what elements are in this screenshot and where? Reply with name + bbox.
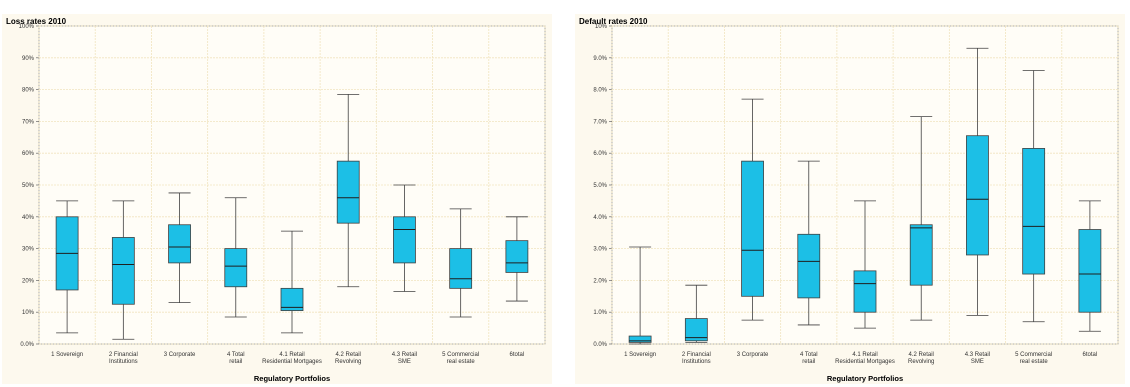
x-category-label: 3 Corporate (737, 352, 769, 358)
box-1 (55, 200, 79, 334)
iqr-box (909, 224, 933, 286)
iqr-box (853, 270, 877, 313)
box-8 (449, 208, 473, 318)
x-category-label: 6total (1083, 352, 1098, 358)
y-tick-label: 10% (22, 310, 35, 316)
x-category-label: 5 Commercial (442, 352, 479, 358)
x-category-label: Residential Mortgages (262, 359, 322, 365)
default-rates-chart: 0.0% 1.0% 2.0% 3.0% 4.0% 5.0% 6.0% 7.0% 8.0% 9.0%… (593, 24, 1119, 383)
y-tick-label: 6.0% (593, 151, 607, 157)
iqr-box (280, 287, 304, 312)
x-category-label: Institutions (682, 359, 711, 365)
x-category-label: 4.1 Retail (279, 352, 304, 358)
iqr-box (393, 216, 416, 264)
x-category-label: 6total (510, 352, 525, 358)
iqr-box (505, 240, 529, 273)
chart-title: Loss rates 2010 (6, 17, 67, 26)
box-7 (393, 184, 416, 292)
loss-rates-panel: Loss rates 2010 0.0% 10% 20% 30% 40% 50% 60% 70… (2, 14, 552, 384)
x-category-label: 4.3 Retail (965, 352, 990, 358)
x-axis-title: Regulatory Portfolios (254, 374, 330, 383)
iqr-box (111, 237, 135, 305)
x-category-label: 3 Corporate (164, 352, 196, 358)
x-category-label: SME (398, 359, 411, 365)
box-8 (1022, 70, 1046, 323)
y-tick-label: 7.0% (593, 119, 607, 125)
x-category-label: Revolving (335, 359, 361, 365)
iqr-box (336, 160, 360, 224)
y-tick-label: 1.0% (593, 310, 607, 316)
y-tick-label: 70% (22, 119, 35, 125)
y-tick-label: 50% (22, 183, 35, 189)
y-tick-label: 60% (22, 151, 35, 157)
x-category-label: retail (802, 359, 815, 365)
iqr-box (168, 224, 191, 264)
y-tick-label: 9.0% (593, 56, 607, 62)
box-9 (1078, 200, 1102, 332)
box-5 (853, 200, 877, 329)
y-tick-label: 90% (22, 56, 35, 62)
box-7 (966, 47, 989, 316)
loss-rates-chart: 0.0% 10% 20% 30% 40% 50% 60% 70% 80% 90% 100% 1 Sov… (19, 24, 546, 383)
box-3 (741, 98, 764, 321)
y-tick-label: 30% (22, 247, 35, 253)
iqr-box (1022, 148, 1046, 275)
box-6 (909, 116, 933, 321)
x-axis-title: Regulatory Portfolios (827, 374, 903, 383)
x-category-label: 1 Sovereign (624, 352, 656, 358)
x-category-label: retail (229, 359, 242, 365)
x-category-label: 4.2 Retail (336, 352, 361, 358)
iqr-box (966, 135, 989, 256)
box-4 (224, 197, 248, 318)
iqr-box (1078, 229, 1102, 313)
box-1 (628, 246, 652, 345)
box-6 (336, 93, 360, 288)
x-category-label: Institutions (109, 359, 138, 365)
x-category-label: 4.1 Retail (852, 352, 877, 358)
iqr-box (684, 318, 708, 342)
y-tick-label: 3.0% (593, 247, 607, 253)
y-tick-label: 100% (19, 24, 35, 30)
box-2 (111, 200, 135, 340)
y-tick-label: 20% (22, 278, 35, 284)
x-category-label: real estate (1020, 359, 1049, 365)
x-category-label: 4 Total (227, 352, 245, 358)
box-9 (505, 216, 529, 302)
y-tick-label: 80% (22, 88, 35, 94)
iqr-box (628, 335, 652, 343)
x-category-label: 2 Financial (682, 352, 711, 358)
x-category-label: 4.2 Retail (909, 352, 934, 358)
x-category-label: Revolving (908, 359, 934, 365)
box-2 (684, 284, 708, 343)
x-category-label: Residential Mortgages (835, 359, 895, 365)
y-tick-label: 4.0% (593, 215, 607, 221)
x-category-label: real estate (447, 359, 476, 365)
x-category-label: 1 Sovereign (51, 352, 83, 358)
x-category-label: 2 Financial (109, 352, 138, 358)
iqr-box (224, 248, 248, 288)
y-tick-label: 40% (22, 215, 35, 221)
iqr-box (797, 233, 821, 299)
x-category-label: 4.3 Retail (392, 352, 417, 358)
box-3 (168, 192, 191, 304)
y-tick-label: 2.0% (593, 278, 607, 284)
box-5 (280, 230, 304, 334)
y-tick-label: 8.0% (593, 88, 607, 94)
y-tick-label: 0.0% (593, 342, 607, 348)
chart-title: Default rates 2010 (579, 17, 648, 26)
x-category-label: SME (971, 359, 984, 365)
iqr-box (741, 160, 764, 297)
y-tick-label: 0.0% (20, 342, 34, 348)
y-tick-label: 10% (595, 24, 608, 30)
x-category-label: 4 Total (800, 352, 818, 358)
box-4 (797, 160, 821, 326)
y-tick-label: 5.0% (593, 183, 607, 189)
x-category-label: 5 Commercial (1015, 352, 1052, 358)
iqr-box (449, 248, 473, 289)
default-rates-panel: Default rates 2010 0.0% 1.0% 2.0% 3.0% 4.0% 5… (575, 14, 1125, 384)
